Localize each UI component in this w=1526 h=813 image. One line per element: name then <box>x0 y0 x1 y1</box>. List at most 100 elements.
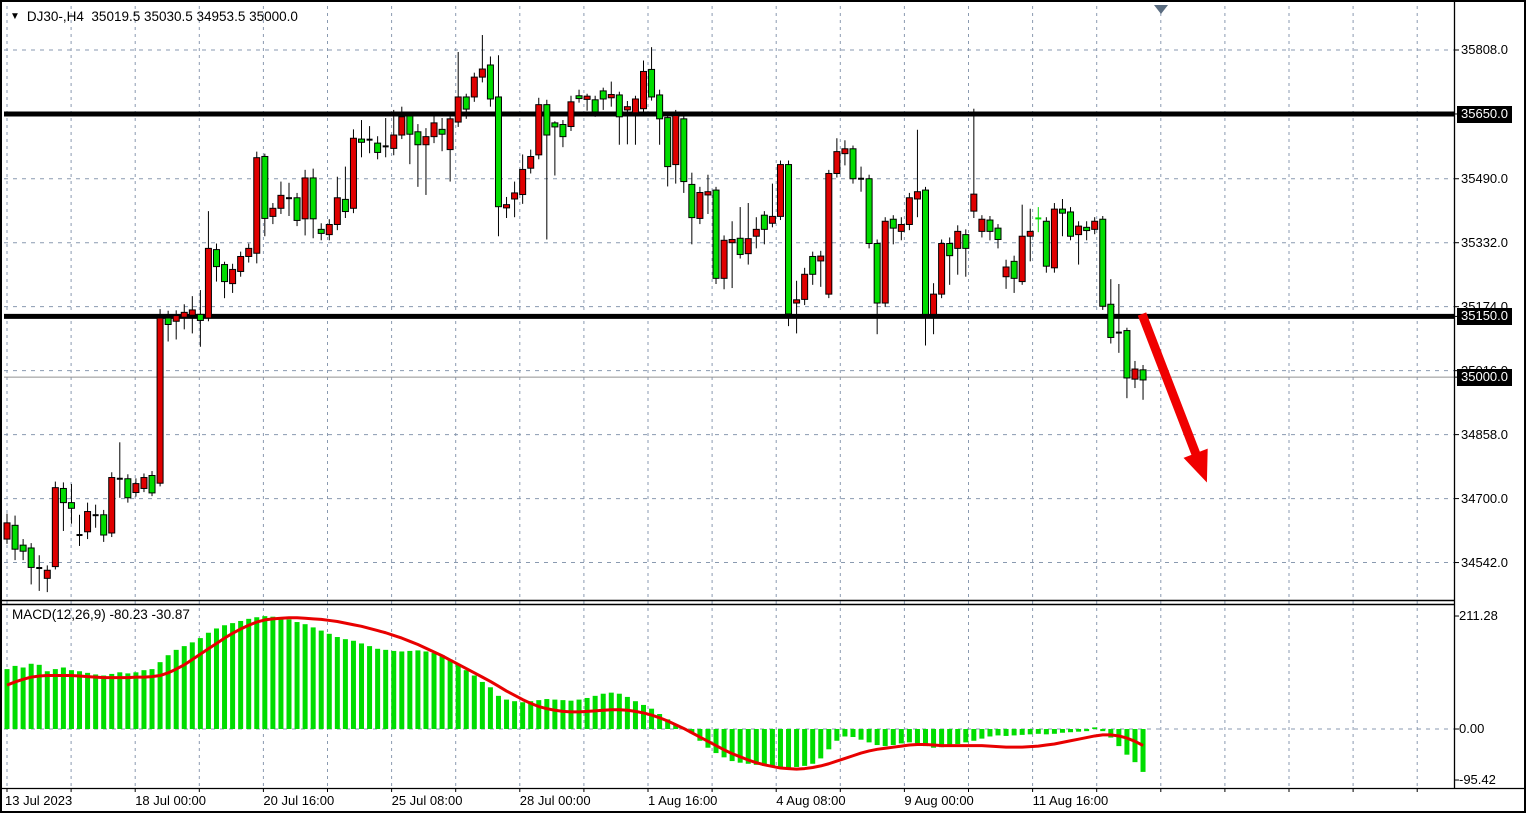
candle-body <box>640 70 648 110</box>
macd-histogram-bar <box>359 643 365 729</box>
macd-histogram-bar <box>874 729 880 746</box>
macd-histogram-bar <box>584 697 590 729</box>
candle-body <box>180 311 188 318</box>
macd-histogram-bar <box>794 729 800 767</box>
macd-histogram-bar <box>44 671 50 729</box>
macd-histogram-bar <box>181 646 187 729</box>
candle-body <box>930 293 938 315</box>
macd-histogram-bar <box>367 646 373 729</box>
macd-histogram-bar <box>310 627 316 729</box>
candle-body <box>583 95 591 100</box>
macd-histogram-bar <box>60 667 66 729</box>
candle-body <box>503 204 511 209</box>
macd-histogram-bar <box>536 700 542 729</box>
candle-body <box>672 115 680 166</box>
macd-histogram-bar <box>1068 729 1074 733</box>
candle-body <box>712 189 720 279</box>
candle-body <box>559 123 567 138</box>
candle-body <box>1026 230 1034 237</box>
chart-title: ▼ DJ30-,H4 35019.5 35030.5 34953.5 35000… <box>10 9 298 24</box>
macd-histogram-bar <box>1116 729 1122 747</box>
chevron-down-icon[interactable]: ▼ <box>10 10 20 22</box>
candle-body <box>11 524 19 550</box>
price-level-badge: 35650.0 <box>1457 105 1512 123</box>
macd-histogram-bar <box>197 638 203 729</box>
candle-body <box>607 94 615 99</box>
candle-body <box>720 239 728 279</box>
macd-histogram-bar <box>512 701 518 729</box>
macd-histogram-bar <box>834 729 840 741</box>
macd-histogram-bar <box>495 695 501 729</box>
macd-histogram-bar <box>222 625 228 729</box>
macd-histogram-bar <box>1140 729 1146 772</box>
macd-histogram-bar <box>1043 729 1049 735</box>
macd-histogram-bar <box>504 699 510 729</box>
candle-body <box>623 106 631 111</box>
candle-body <box>462 96 470 110</box>
candle-body <box>841 148 849 155</box>
candle-body <box>140 477 148 489</box>
macd-histogram-bar <box>1084 729 1090 732</box>
candle-body <box>414 131 422 146</box>
macd-histogram-bar <box>713 729 719 754</box>
macd-histogram-bar <box>205 632 211 729</box>
trend-arrow[interactable] <box>1137 312 1204 464</box>
macd-histogram-bar <box>955 729 961 744</box>
macd-histogram-bar <box>278 617 284 729</box>
candle-body <box>970 193 978 212</box>
macd-histogram-bar <box>463 670 469 729</box>
macd-histogram-bar <box>616 693 622 729</box>
candle-body <box>696 192 704 219</box>
macd-histogram-bar <box>1100 729 1106 732</box>
candle-body <box>438 128 446 135</box>
candle-body <box>938 243 946 295</box>
macd-histogram-bar <box>761 729 767 766</box>
candle-body <box>19 544 27 552</box>
macd-histogram-bar <box>326 633 332 729</box>
candle-body <box>212 249 220 268</box>
macd-histogram-bar <box>302 624 308 729</box>
candle-body <box>269 207 277 217</box>
candle-body <box>801 273 809 300</box>
candle-body <box>1107 303 1115 338</box>
price-axis-label: 34700.0 <box>1461 490 1508 506</box>
macd-histogram-bar <box>850 729 856 738</box>
macd-histogram-bar <box>745 729 751 764</box>
candle-body <box>954 230 962 249</box>
macd-histogram-bar <box>391 650 397 729</box>
macd-histogram-bar <box>721 729 727 758</box>
macd-histogram-bar <box>1003 729 1009 736</box>
macd-histogram-bar <box>213 628 219 729</box>
candle-body <box>873 243 881 304</box>
macd-histogram-bar <box>270 616 276 729</box>
candle-body <box>664 117 672 168</box>
macd-histogram-bar <box>375 648 381 729</box>
candle-body <box>535 104 543 156</box>
macd-histogram-bar <box>995 729 1001 736</box>
candle-body <box>204 247 212 319</box>
macd-histogram-bar <box>93 674 99 729</box>
macd-axis-label: -95.42 <box>1459 772 1496 788</box>
macd-histogram-bar <box>383 649 389 729</box>
macd-histogram-bar <box>528 701 534 729</box>
candle-body <box>728 238 736 244</box>
candle-body <box>1042 220 1050 267</box>
candle-body <box>100 514 108 536</box>
macd-histogram-bar <box>769 729 775 767</box>
candle-body <box>776 164 784 217</box>
macd-histogram-bar <box>479 681 485 729</box>
macd-histogram-bar <box>520 702 526 729</box>
trend-arrow-head[interactable] <box>1183 448 1208 483</box>
macd-histogram-bar <box>737 729 743 763</box>
candle-body <box>172 315 180 322</box>
time-axis-label: 18 Jul 00:00 <box>135 793 207 808</box>
current-bar-marker-icon <box>1153 5 1168 14</box>
candle-body <box>825 172 833 295</box>
candle-body <box>921 189 929 315</box>
candle-body <box>51 487 59 568</box>
candle-body <box>897 223 905 232</box>
macd-histogram-bar <box>931 729 937 748</box>
price-axis-label: 35490.0 <box>1461 170 1508 186</box>
macd-histogram-bar <box>28 663 34 729</box>
